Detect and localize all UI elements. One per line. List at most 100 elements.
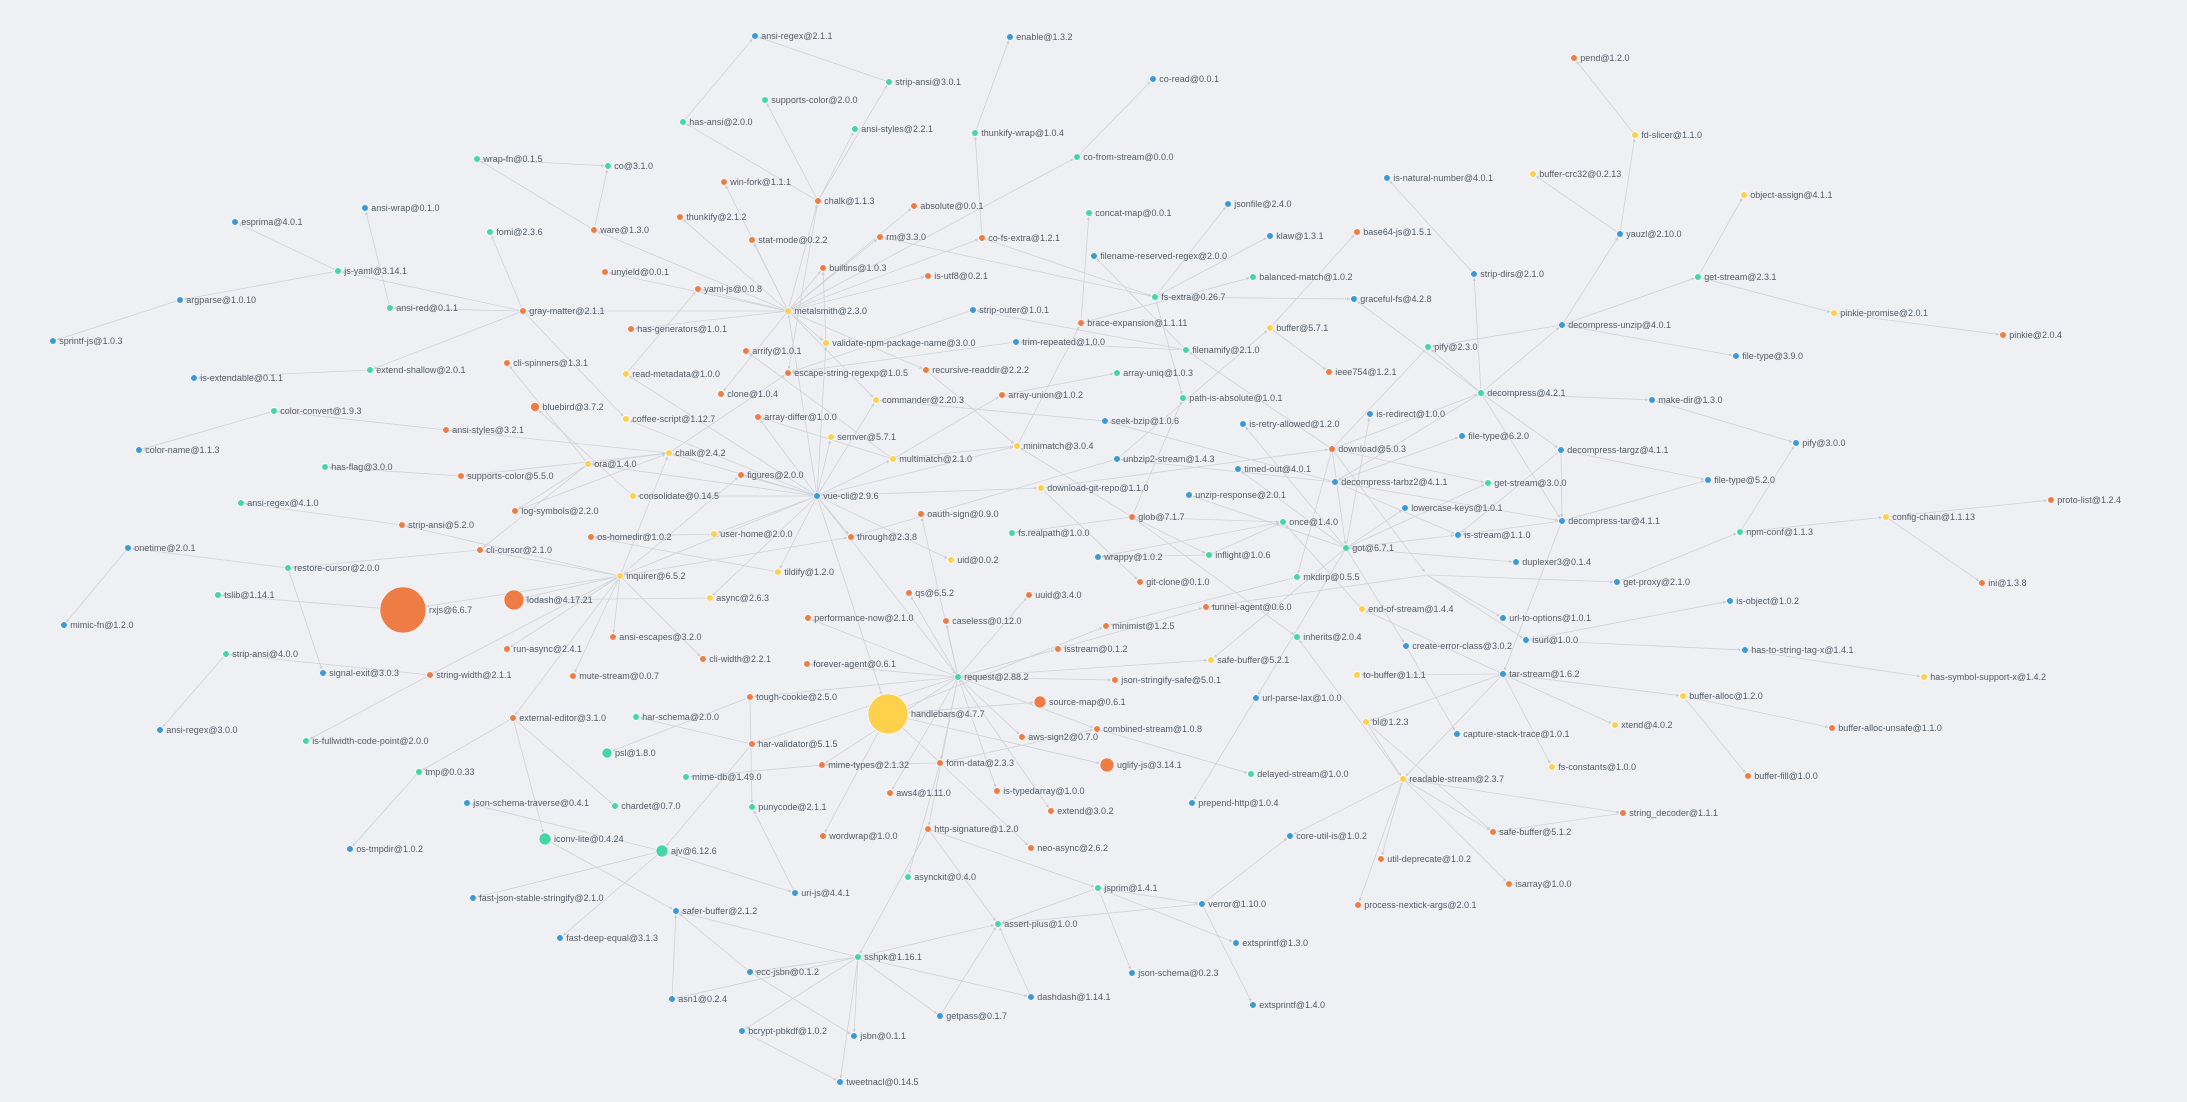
package-node[interactable]: extsprintf@1.3.0 (1232, 938, 1308, 948)
package-node[interactable]: config-chain@1.1.13 (1882, 512, 1975, 522)
package-node[interactable]: extsprintf@1.4.0 (1249, 1000, 1325, 1010)
package-node[interactable]: sshpk@1.16.1 (854, 952, 922, 962)
package-node[interactable]: lowercase-keys@1.0.1 (1401, 503, 1503, 513)
package-node[interactable]: core-util-is@1.0.2 (1286, 831, 1367, 841)
package-node-dot[interactable] (538, 832, 552, 846)
package-node-dot[interactable] (60, 621, 68, 629)
package-node-dot[interactable] (457, 472, 465, 480)
package-node-dot[interactable] (1006, 33, 1014, 41)
package-node[interactable]: consolidate@0.14.5 (629, 491, 719, 501)
package-node-dot[interactable] (1207, 656, 1215, 664)
package-node-dot[interactable] (748, 803, 756, 811)
package-node-dot[interactable] (746, 968, 754, 976)
package-node-dot[interactable] (601, 747, 613, 759)
package-node-dot[interactable] (1505, 880, 1513, 888)
package-node-dot[interactable] (1424, 343, 1432, 351)
package-node-dot[interactable] (851, 125, 859, 133)
package-node[interactable]: oauth-sign@0.9.0 (917, 509, 999, 519)
package-node[interactable]: co-fs-extra@1.2.1 (978, 233, 1060, 243)
package-node[interactable]: mute-stream@0.0.7 (569, 671, 659, 681)
package-node-dot[interactable] (1741, 646, 1749, 654)
package-node[interactable]: minimist@1.2.5 (1102, 621, 1175, 631)
package-node-dot[interactable] (665, 449, 673, 457)
package-node-dot[interactable] (1027, 844, 1035, 852)
package-node[interactable]: run-async@2.4.1 (503, 644, 582, 654)
package-node-dot[interactable] (442, 426, 450, 434)
package-node[interactable]: inquirer@6.5.2 (616, 571, 686, 581)
package-node-dot[interactable] (627, 325, 635, 333)
package-node[interactable]: isstream@0.1.2 (1054, 644, 1128, 654)
package-node[interactable]: ansi-regex@4.1.0 (237, 498, 319, 508)
package-node-dot[interactable] (1090, 252, 1098, 260)
package-node[interactable]: cli-width@2.2.1 (699, 654, 771, 664)
package-node[interactable]: aws4@1.11.0 (886, 788, 951, 798)
package-node[interactable]: pify@2.3.0 (1424, 342, 1478, 352)
package-node-dot[interactable] (1111, 676, 1119, 684)
package-node[interactable]: cli-cursor@2.1.0 (476, 545, 552, 555)
package-node-dot[interactable] (319, 669, 327, 677)
package-node-dot[interactable] (321, 463, 329, 471)
package-node[interactable]: tildify@1.2.0 (774, 567, 834, 577)
package-node-dot[interactable] (1383, 174, 1391, 182)
package-node-dot[interactable] (867, 693, 909, 735)
package-node[interactable]: has-ansi@2.0.0 (679, 117, 753, 127)
package-node-dot[interactable] (1570, 54, 1578, 62)
package-node-dot[interactable] (1252, 694, 1260, 702)
package-node-dot[interactable] (668, 995, 676, 1003)
package-node[interactable]: xtend@4.0.2 (1611, 720, 1673, 730)
package-node[interactable]: extend@3.0.2 (1047, 806, 1114, 816)
package-node-dot[interactable] (822, 339, 830, 347)
package-node-dot[interactable] (237, 499, 245, 507)
package-node[interactable]: uuid@3.4.0 (1025, 590, 1082, 600)
package-node-dot[interactable] (1648, 396, 1656, 404)
package-node-dot[interactable] (751, 32, 759, 40)
package-node-dot[interactable] (503, 589, 525, 611)
package-node[interactable]: strip-ansi@3.0.1 (885, 77, 961, 87)
package-node[interactable]: decompress-targz@4.1.1 (1557, 445, 1669, 455)
package-node-dot[interactable] (1489, 828, 1497, 836)
package-node[interactable]: timed-out@4.0.1 (1234, 464, 1311, 474)
package-node-dot[interactable] (936, 759, 944, 767)
package-node-dot[interactable] (742, 347, 750, 355)
package-node[interactable]: multimatch@2.1.0 (889, 454, 972, 464)
package-node[interactable]: unyield@0.0.1 (601, 267, 669, 277)
package-node[interactable]: is-utf8@0.2.1 (924, 271, 988, 281)
package-node[interactable]: har-schema@2.0.0 (632, 712, 719, 722)
package-node[interactable]: decompress-tar@4.1.1 (1558, 516, 1660, 526)
package-node-dot[interactable] (1033, 695, 1047, 709)
package-node[interactable]: lodash@4.17.21 (503, 589, 593, 611)
package-node-dot[interactable] (1740, 191, 1748, 199)
package-node[interactable]: argparse@1.0.10 (176, 295, 256, 305)
package-node[interactable]: safe-buffer@5.2.1 (1207, 655, 1290, 665)
package-node[interactable]: end-of-stream@1.4.4 (1358, 604, 1454, 614)
package-node-dot[interactable] (1094, 884, 1102, 892)
package-node[interactable]: array-differ@1.0.0 (754, 412, 837, 422)
package-node[interactable]: read-metadata@1.0.0 (622, 369, 720, 379)
package-node-dot[interactable] (1179, 394, 1187, 402)
package-node[interactable]: co@3.1.0 (604, 161, 653, 171)
package-node-dot[interactable] (1266, 232, 1274, 240)
package-node-dot[interactable] (924, 825, 932, 833)
package-node[interactable]: prepend-http@1.0.4 (1188, 798, 1279, 808)
package-node[interactable]: through@2.3.8 (847, 532, 917, 542)
package-node[interactable]: file-type@3.9.0 (1732, 351, 1803, 361)
package-node-dot[interactable] (1249, 1001, 1257, 1009)
package-node-dot[interactable] (622, 415, 630, 423)
package-node[interactable]: jsonfile@2.4.0 (1224, 199, 1292, 209)
package-node[interactable]: trim-repeated@1.0.0 (1012, 337, 1105, 347)
package-node[interactable]: external-editor@3.1.0 (509, 713, 606, 723)
package-node[interactable]: buffer-fill@1.0.0 (1744, 771, 1818, 781)
package-node-dot[interactable] (1012, 338, 1020, 346)
package-node[interactable]: signal-exit@3.0.3 (319, 668, 399, 678)
package-node-dot[interactable] (1342, 544, 1350, 552)
package-node[interactable]: string_decoder@1.1.1 (1619, 808, 1718, 818)
package-node[interactable]: once@1.4.0 (1279, 517, 1338, 527)
package-node-dot[interactable] (609, 633, 617, 641)
package-node-dot[interactable] (1631, 131, 1639, 139)
package-node[interactable]: json-schema@0.2.3 (1128, 968, 1219, 978)
package-node[interactable]: process-nextick-args@2.0.1 (1354, 900, 1477, 910)
package-node[interactable]: tslib@1.14.1 (214, 590, 275, 600)
package-node-dot[interactable] (814, 197, 822, 205)
package-node-dot[interactable] (942, 617, 950, 625)
package-node-dot[interactable] (850, 1032, 858, 1040)
